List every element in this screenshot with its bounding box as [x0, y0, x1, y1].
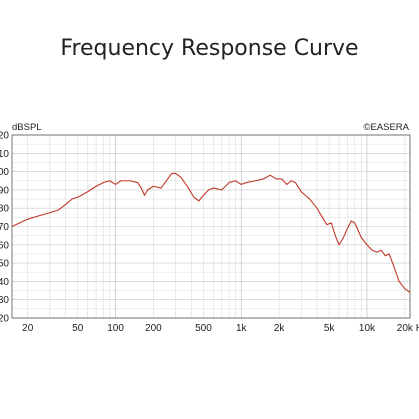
axis-ticks: 120 110 100 90 80 70 60 50 40 30 20 20 50 100 200 500 1k…: [0, 131, 419, 335]
data-point: [286, 183, 288, 185]
data-point: [326, 224, 328, 226]
data-point: [109, 180, 111, 182]
x-tick-label: 5k: [324, 323, 336, 334]
data-point: [87, 191, 89, 193]
data-point: [360, 236, 362, 238]
x-tick-label: 2k: [274, 323, 286, 334]
data-point: [49, 212, 51, 214]
data-point: [77, 196, 79, 198]
data-point: [334, 235, 336, 237]
y-tick-label: 50: [0, 259, 9, 270]
y-tick-label: 40: [0, 277, 9, 288]
data-point: [342, 236, 344, 238]
data-point: [11, 226, 13, 227]
data-point: [187, 187, 189, 189]
data-point: [27, 218, 29, 220]
data-point: [208, 189, 210, 191]
data-point: [316, 207, 318, 209]
data-point: [350, 220, 352, 222]
data-point: [346, 227, 348, 229]
easera-watermark: ©EASERA: [363, 122, 409, 133]
data-point: [300, 191, 302, 193]
data-point: [198, 200, 200, 202]
data-point: [212, 187, 214, 189]
data-point: [193, 196, 195, 198]
x-tick-label: 200: [145, 323, 162, 334]
x-tick-label: 100: [107, 323, 124, 334]
data-point: [202, 194, 204, 196]
x-tick-label: 50: [72, 323, 84, 334]
data-point: [115, 183, 117, 185]
data-point: [309, 198, 311, 200]
data-point: [95, 185, 97, 187]
x-tick-label: 1k: [236, 323, 248, 334]
data-point: [294, 182, 296, 184]
data-point: [235, 180, 237, 182]
data-point: [395, 271, 397, 273]
data-point: [245, 182, 247, 184]
page-title: Frequency Response Curve: [60, 36, 359, 61]
data-point: [140, 187, 142, 189]
data-point: [392, 262, 394, 264]
data-point: [39, 215, 41, 217]
data-point: [228, 182, 230, 184]
series-line: [11, 172, 411, 293]
data-point: [404, 288, 406, 290]
data-point: [240, 183, 242, 185]
data-point: [322, 218, 324, 220]
data-point: [102, 182, 104, 184]
data-point: [262, 178, 264, 180]
data-point: [384, 255, 386, 257]
y-tick-label: 90: [0, 185, 9, 196]
y-tick-label: 20: [0, 314, 9, 325]
data-point: [71, 198, 73, 200]
data-point: [388, 253, 390, 255]
y-tick-label: 100: [0, 167, 9, 178]
data-point: [281, 178, 283, 180]
data-point: [180, 176, 182, 178]
data-point: [147, 189, 149, 191]
y-tick-label: 60: [0, 240, 9, 251]
data-point: [221, 189, 223, 191]
data-point: [409, 291, 411, 293]
y-tick-label: 120: [0, 131, 9, 142]
data-point: [366, 244, 368, 246]
data-point: [354, 222, 356, 224]
data-point: [171, 172, 173, 174]
data-point: [338, 244, 340, 246]
data-point: [152, 185, 154, 187]
data-point: [376, 251, 378, 253]
data-point: [357, 229, 359, 231]
y-tick-label: 70: [0, 222, 9, 233]
data-point: [57, 209, 59, 211]
data-point: [160, 187, 162, 189]
data-point: [144, 194, 146, 196]
data-point: [269, 174, 271, 176]
data-point: [398, 280, 400, 282]
data-point: [175, 172, 177, 174]
x-tick-label: 10k: [359, 323, 376, 334]
data-point: [167, 178, 169, 180]
x-tick-label: 20k Hz: [397, 323, 419, 334]
data-point: [120, 180, 122, 182]
y-tick-label: 30: [0, 295, 9, 306]
data-point: [401, 284, 403, 286]
y-tick-label: 110: [0, 149, 9, 160]
data-point: [255, 180, 257, 182]
data-point: [275, 178, 277, 180]
data-point: [65, 204, 67, 206]
data-point: [290, 180, 292, 182]
x-tick-label: 500: [195, 323, 212, 334]
data-point: [137, 182, 139, 184]
data-point: [371, 249, 373, 251]
data-point: [129, 180, 131, 182]
y-axis-unit-label: dBSPL: [12, 122, 42, 133]
chart-grid: [12, 134, 410, 319]
x-tick-label: 20: [22, 323, 34, 334]
y-tick-label: 80: [0, 204, 9, 215]
series-layer: [11, 172, 411, 293]
data-point: [330, 222, 332, 224]
data-point: [380, 249, 382, 251]
